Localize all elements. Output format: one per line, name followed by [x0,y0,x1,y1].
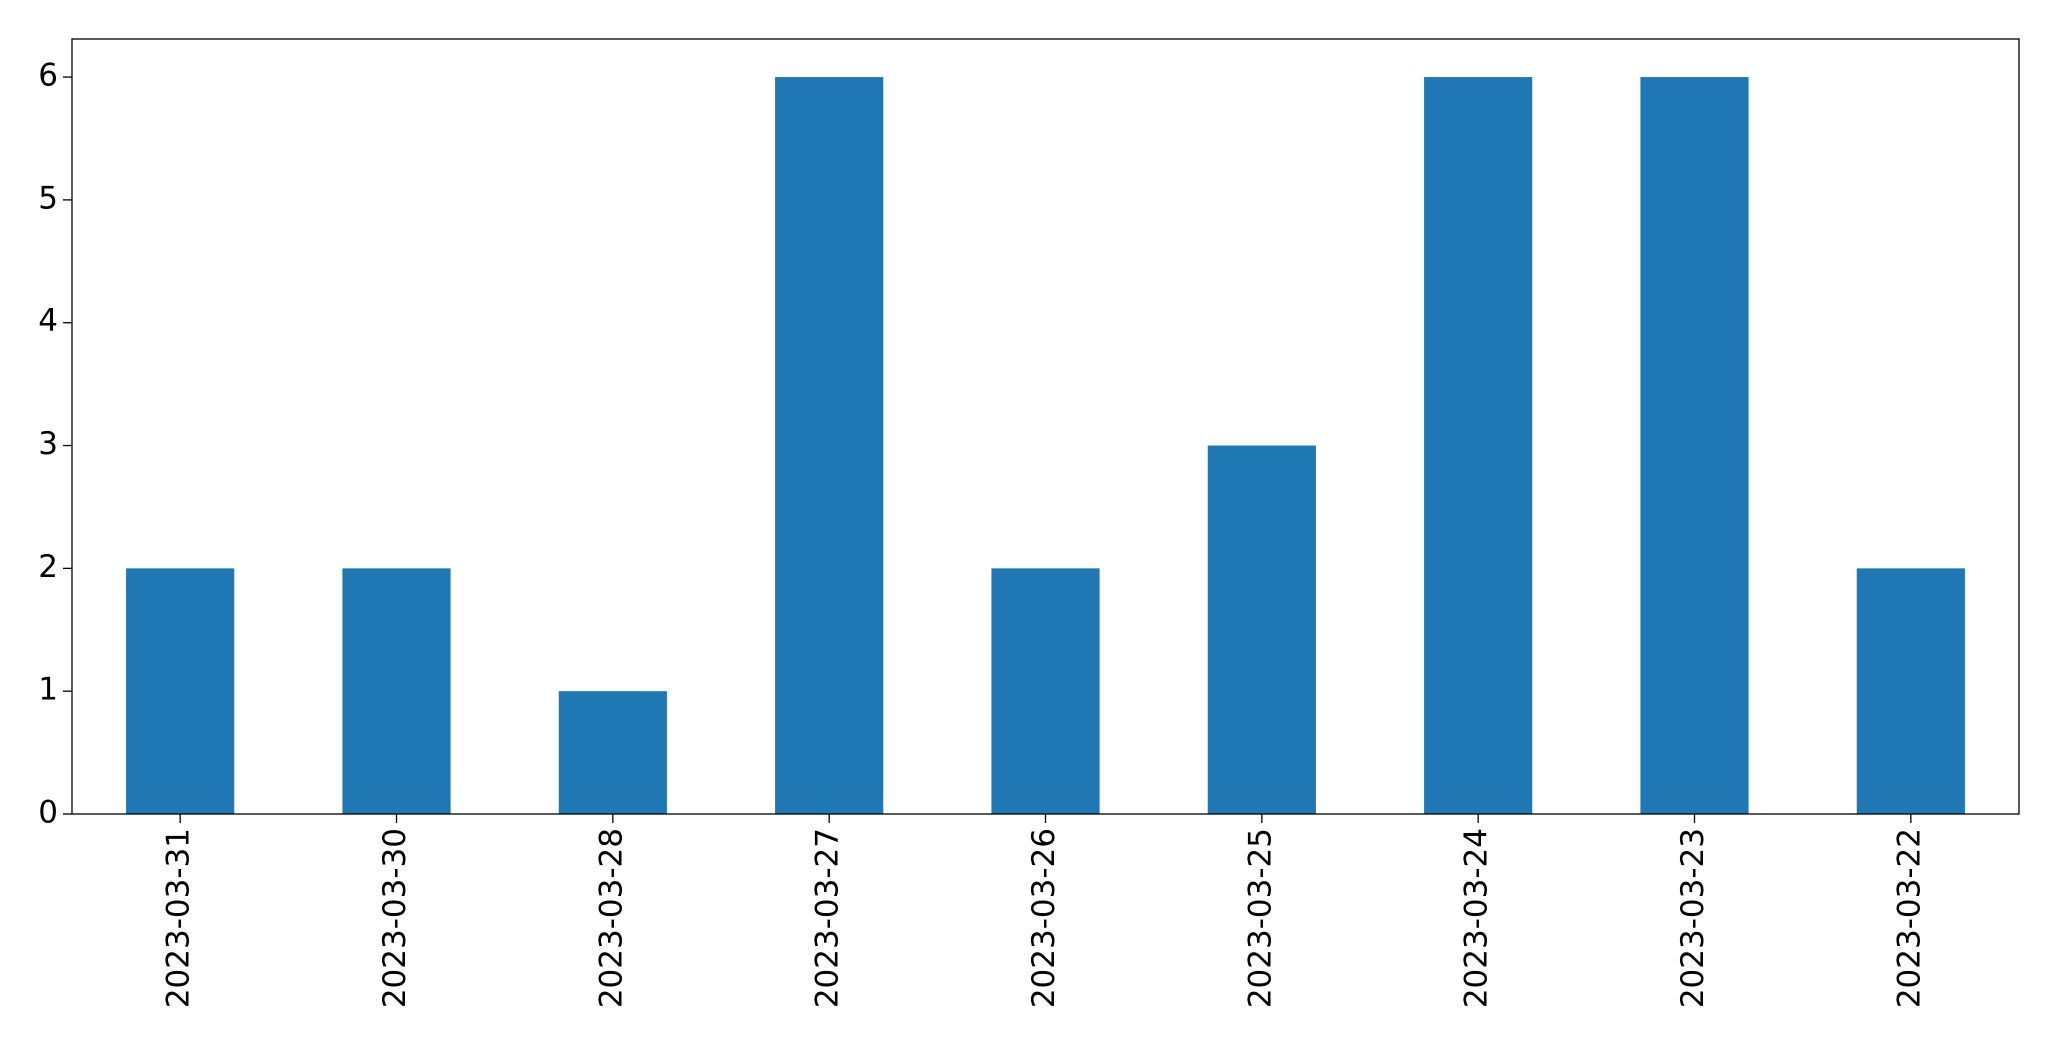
x-tick-label: 2023-03-27 [810,828,846,1008]
x-tick-label: 2023-03-25 [1242,828,1278,1008]
x-tick-label: 2023-03-30 [377,828,413,1008]
bar [558,691,667,814]
y-tick-label: 4 [38,303,58,339]
x-tick-label: 2023-03-26 [1026,828,1062,1008]
y-tick-label: 0 [38,795,58,831]
bar [1207,445,1316,814]
plot-frame [71,38,2020,815]
bar [1640,77,1749,815]
x-tick-label: 2023-03-31 [161,828,197,1008]
bar [126,568,235,814]
bar [342,568,451,814]
y-tick-label: 3 [38,426,58,462]
x-tick-label: 2023-03-28 [593,828,629,1008]
x-tick-label: 2023-03-22 [1891,828,1927,1008]
y-tick-label: 1 [38,672,58,708]
x-tick-label: 2023-03-23 [1675,828,1711,1008]
bar [775,77,884,815]
y-tick-label: 6 [38,58,58,94]
y-tick-label: 5 [38,180,58,216]
bar [1856,568,1965,814]
bar [1424,77,1533,815]
bar [991,568,1100,814]
x-tick-label: 2023-03-24 [1459,828,1495,1008]
y-tick-label: 2 [38,549,58,585]
